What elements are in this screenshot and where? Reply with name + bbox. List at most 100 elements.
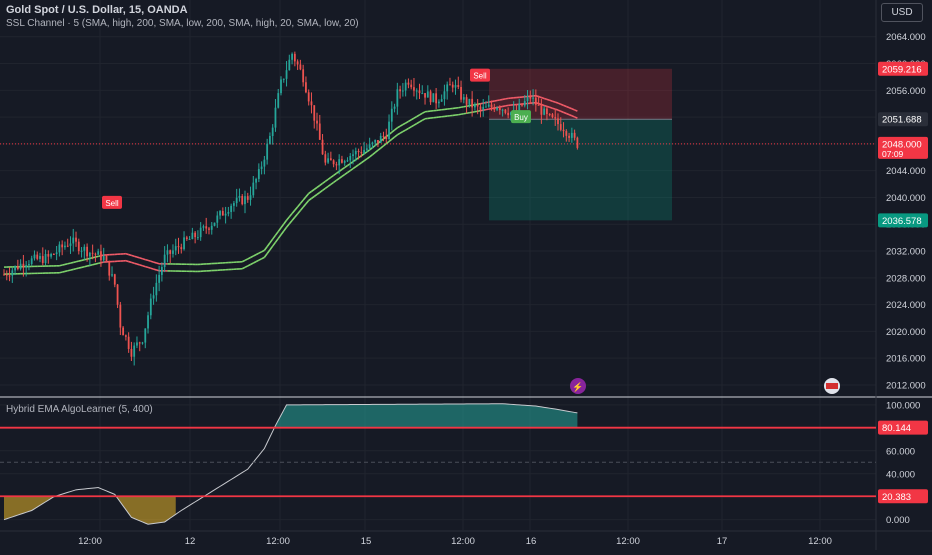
candle-body (302, 69, 304, 82)
candle-body (521, 104, 523, 106)
candle-body (39, 256, 41, 259)
candle-body (413, 87, 415, 90)
candle-body (25, 265, 27, 267)
ssl-lower-segment (137, 264, 140, 265)
candle-body (189, 239, 191, 240)
candle-body (208, 228, 210, 229)
candle-body (266, 144, 268, 160)
ssl-lower-segment (461, 114, 464, 115)
price-tag-countdown: 07:09 (882, 149, 904, 159)
ssl-upper-segment (129, 255, 132, 256)
candle-body (427, 91, 429, 97)
candle-body (244, 196, 246, 204)
ssl-lower-segment (76, 268, 79, 269)
candle-body (568, 136, 570, 138)
candle-body (358, 151, 360, 152)
candle-body (83, 247, 85, 251)
candle-body (67, 246, 69, 247)
ssl-lower-segment (503, 106, 506, 107)
candle-body (311, 101, 313, 105)
currency-button[interactable]: USD (881, 3, 923, 22)
candle-body (233, 203, 235, 206)
candle-body (480, 107, 482, 110)
candle-body (227, 212, 229, 214)
ssl-lower-segment (486, 109, 489, 110)
osc-axis-label: 40.000 (886, 469, 915, 480)
candle-body (197, 237, 199, 238)
candle-body (150, 299, 152, 316)
candle-body (9, 276, 11, 277)
ssl-upper-segment (505, 98, 508, 99)
ssl-lower-segment (140, 265, 143, 266)
candle-body (444, 91, 446, 99)
candle-body (546, 109, 548, 114)
ssl-lower-segment (154, 269, 157, 270)
candle-body (366, 148, 368, 150)
price-axis-label: 2032.000 (886, 247, 926, 258)
candle-body (89, 253, 91, 257)
price-axis-label: 2044.000 (886, 166, 926, 177)
candle-body (377, 140, 379, 143)
ssl-lower-segment (73, 269, 76, 270)
price-axis-label: 2012.000 (886, 380, 926, 391)
ssl-lower-segment (95, 263, 98, 264)
candle-body (338, 159, 340, 165)
candle-body (72, 238, 74, 244)
indicator-legend[interactable]: SSL Channel · 5 (SMA, high, 200, SMA, lo… (6, 18, 359, 29)
ssl-upper-segment (555, 102, 558, 103)
candle-body (186, 237, 188, 239)
candle-body (122, 328, 124, 336)
candle-body (399, 89, 401, 91)
osc-threshold-label: 20.383 (882, 492, 911, 503)
candle-body (158, 275, 160, 283)
candle-body (6, 275, 8, 276)
candle-body (527, 97, 529, 101)
candle-body (203, 226, 205, 227)
candle-body (524, 101, 526, 105)
candle-body (47, 254, 49, 257)
candle-body (355, 151, 357, 154)
candle-body (81, 251, 83, 252)
candle-body (34, 255, 36, 259)
candle-body (507, 113, 509, 115)
price-axis-label: 2020.000 (886, 327, 926, 338)
ssl-lower-segment (131, 262, 134, 263)
candle-body (31, 258, 33, 264)
ssl-upper-segment (131, 255, 134, 256)
candle-body (297, 61, 299, 64)
candle-body (100, 251, 102, 260)
sell-signal-label: Sell (473, 72, 487, 81)
time-axis-label: 12:00 (808, 536, 832, 547)
candle-body (211, 226, 213, 230)
candle-body (402, 90, 404, 91)
candle-body (178, 246, 180, 247)
ssl-lower-segment (59, 272, 62, 273)
price-tag-label: 2051.688 (882, 115, 922, 126)
buy-signal-label: Buy (514, 113, 528, 122)
candle-body (20, 264, 22, 269)
candle-body (560, 124, 562, 130)
ssl-upper-segment (68, 263, 71, 264)
flag-icon-stripe (826, 383, 838, 389)
candle-body (241, 196, 243, 204)
target-zone (489, 119, 672, 220)
candle-body (308, 92, 310, 101)
ssl-lower-segment (93, 264, 96, 265)
candle-body (363, 150, 365, 153)
candle-body (61, 244, 63, 247)
candle-body (142, 343, 144, 344)
time-axis-label: 12:00 (266, 536, 290, 547)
ssl-upper-segment (151, 261, 154, 262)
candle-body (247, 196, 249, 200)
osc-threshold-label: 80.144 (882, 423, 911, 434)
ssl-upper-segment (461, 107, 464, 108)
candle-body (344, 161, 346, 163)
oscillator-legend[interactable]: Hybrid EMA AlgoLearner (5, 400) (6, 404, 153, 415)
candle-body (518, 104, 520, 111)
candle-body (327, 158, 329, 162)
candle-body (280, 79, 282, 93)
candle-body (374, 140, 376, 143)
candle-body (103, 256, 105, 260)
